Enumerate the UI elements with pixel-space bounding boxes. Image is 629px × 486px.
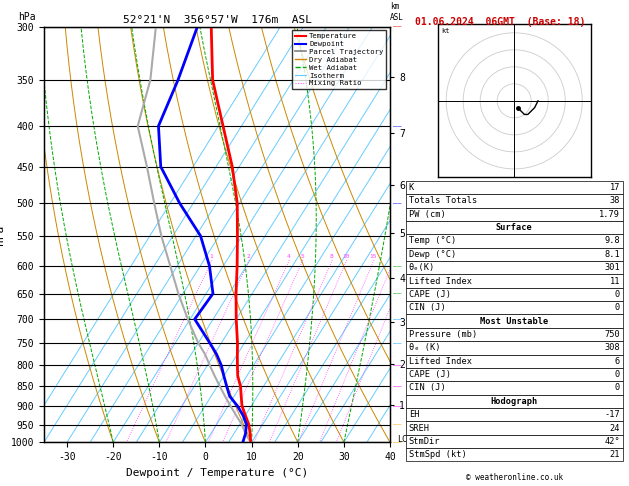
Text: ——: —— (393, 383, 402, 389)
Text: θₑ (K): θₑ (K) (409, 343, 440, 352)
Text: 4: 4 (287, 254, 291, 259)
Text: Lifted Index: Lifted Index (409, 277, 472, 286)
Text: CIN (J): CIN (J) (409, 303, 445, 312)
Text: 24: 24 (610, 423, 620, 433)
Text: kt: kt (441, 28, 450, 34)
Text: Dewp (°C): Dewp (°C) (409, 250, 456, 259)
Text: CAPE (J): CAPE (J) (409, 290, 451, 299)
Text: 8.1: 8.1 (604, 250, 620, 259)
Text: 6: 6 (615, 357, 620, 366)
Text: 21: 21 (610, 450, 620, 459)
Text: Hodograph: Hodograph (491, 397, 538, 406)
Text: ——: —— (393, 421, 402, 428)
Text: EH: EH (409, 410, 420, 419)
Text: CIN (J): CIN (J) (409, 383, 445, 393)
Text: ——: —— (393, 316, 402, 322)
Text: 0: 0 (615, 290, 620, 299)
Text: 1.79: 1.79 (599, 209, 620, 219)
Text: Most Unstable: Most Unstable (480, 316, 548, 326)
Text: Temp (°C): Temp (°C) (409, 236, 456, 245)
Text: 0: 0 (615, 303, 620, 312)
Text: StmSpd (kt): StmSpd (kt) (409, 450, 467, 459)
Text: ——: —— (393, 263, 402, 269)
Text: 308: 308 (604, 343, 620, 352)
Text: 5: 5 (301, 254, 304, 259)
Text: 1: 1 (209, 254, 213, 259)
Text: 0: 0 (615, 383, 620, 393)
Text: StmDir: StmDir (409, 437, 440, 446)
Text: 17: 17 (610, 183, 620, 192)
Text: 01.06.2024  06GMT  (Base: 18): 01.06.2024 06GMT (Base: 18) (415, 17, 585, 27)
Text: 38: 38 (610, 196, 620, 206)
Title: 52°21'N  356°57'W  176m  ASL: 52°21'N 356°57'W 176m ASL (123, 15, 311, 25)
Text: 2: 2 (247, 254, 250, 259)
Text: ——: —— (393, 340, 402, 346)
Text: LCL: LCL (397, 435, 412, 444)
Y-axis label: Mixing Ratio (g/kg): Mixing Ratio (g/kg) (409, 179, 419, 290)
Text: ——: —— (393, 362, 402, 368)
Text: -17: -17 (604, 410, 620, 419)
Text: ——: —— (393, 439, 402, 445)
Text: θₑ(K): θₑ(K) (409, 263, 435, 272)
Text: Lifted Index: Lifted Index (409, 357, 472, 366)
Text: 750: 750 (604, 330, 620, 339)
Text: Pressure (mb): Pressure (mb) (409, 330, 477, 339)
Text: PW (cm): PW (cm) (409, 209, 445, 219)
Text: 0: 0 (615, 370, 620, 379)
Text: ——: —— (393, 24, 402, 30)
Text: ——: —— (393, 200, 402, 206)
X-axis label: Dewpoint / Temperature (°C): Dewpoint / Temperature (°C) (126, 468, 308, 478)
Text: 42°: 42° (604, 437, 620, 446)
Text: 301: 301 (604, 263, 620, 272)
Text: 8: 8 (330, 254, 333, 259)
Text: ——: —— (393, 403, 402, 409)
Text: K: K (409, 183, 414, 192)
Text: 9.8: 9.8 (604, 236, 620, 245)
Text: 11: 11 (610, 277, 620, 286)
Text: Surface: Surface (496, 223, 533, 232)
Text: km
ASL: km ASL (390, 2, 404, 22)
Legend: Temperature, Dewpoint, Parcel Trajectory, Dry Adiabat, Wet Adiabat, Isotherm, Mi: Temperature, Dewpoint, Parcel Trajectory… (292, 30, 386, 89)
Text: CAPE (J): CAPE (J) (409, 370, 451, 379)
Text: © weatheronline.co.uk: © weatheronline.co.uk (465, 473, 563, 482)
Text: 15: 15 (370, 254, 377, 259)
Text: hPa: hPa (18, 12, 36, 22)
Text: SREH: SREH (409, 423, 430, 433)
Text: Totals Totals: Totals Totals (409, 196, 477, 206)
Text: ——: —— (393, 291, 402, 296)
Text: ——: —— (393, 123, 402, 129)
Y-axis label: hPa: hPa (0, 225, 5, 244)
Text: 10: 10 (343, 254, 350, 259)
